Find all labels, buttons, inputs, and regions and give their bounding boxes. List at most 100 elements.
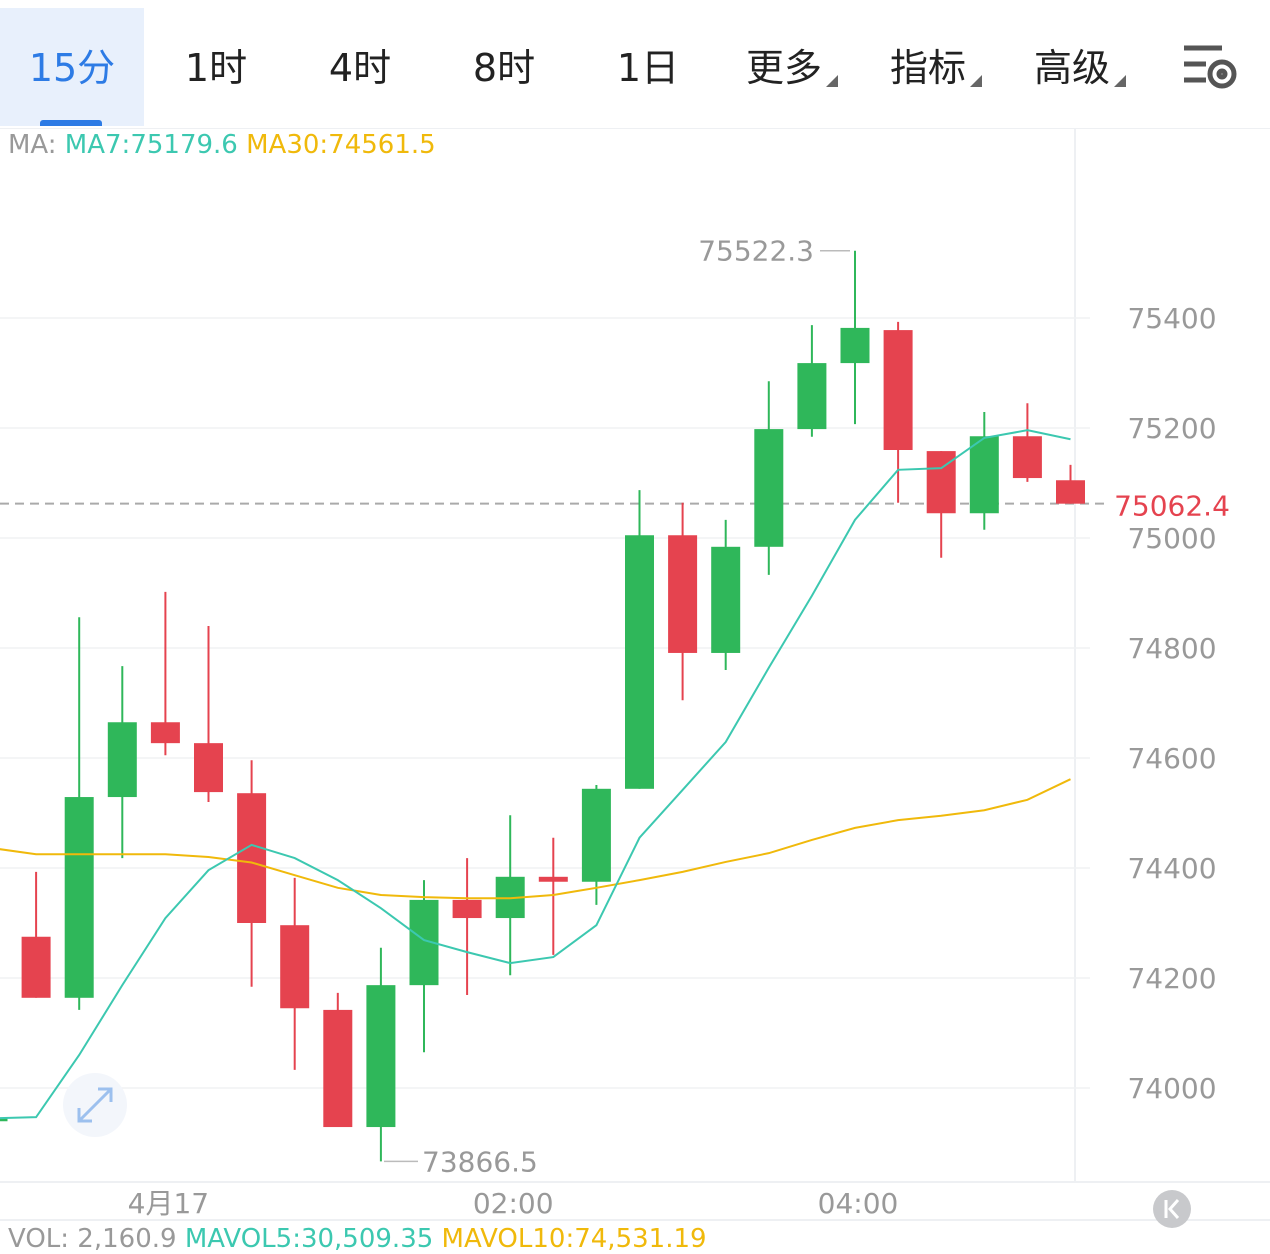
tab-label: 8时: [472, 46, 536, 90]
dropdown-triangle-icon: [970, 75, 982, 87]
tab-4[interactable]: 1日: [576, 8, 720, 126]
candle: [21, 871, 51, 998]
tab-2[interactable]: 4时: [288, 8, 432, 126]
candle-body: [323, 1009, 353, 1128]
candle: [711, 519, 741, 670]
candle: [581, 784, 611, 905]
current-price-bg: [1112, 485, 1232, 520]
y-tick-label: 74600: [1127, 742, 1216, 775]
candle: [1012, 403, 1042, 482]
candle-body: [969, 436, 999, 514]
tab-label: 更多: [745, 46, 822, 90]
mavol10-value: MAVOL10:74,531.19: [441, 1224, 707, 1254]
ma30-line: [0, 778, 1071, 900]
candle-body: [797, 363, 827, 430]
current-price-label: 75062.4: [1114, 490, 1230, 523]
candle-body: [0, 1118, 8, 1122]
candle-body: [668, 535, 698, 653]
candle: [150, 591, 180, 756]
candle: [280, 877, 310, 1070]
candle: [366, 947, 396, 1162]
candle-body: [581, 788, 611, 882]
x-tick-label: 04:00: [818, 1187, 899, 1220]
candle-body: [452, 899, 482, 919]
tab-3[interactable]: 8时: [432, 8, 576, 126]
active-tab-underline: [40, 120, 102, 126]
candle: [452, 858, 482, 996]
candle-body: [194, 743, 223, 793]
candle: [0, 1118, 8, 1122]
expand-icon: [77, 1087, 113, 1123]
low-label: 73866.5: [422, 1145, 538, 1178]
candle-body: [150, 722, 180, 744]
y-tick-label: 75200: [1127, 412, 1216, 445]
vol-value: VOL: 2,160.9: [8, 1224, 177, 1254]
candle: [495, 815, 525, 976]
candle-body: [280, 925, 310, 1009]
tab-7[interactable]: 高级: [1008, 8, 1152, 126]
candle: [1056, 464, 1085, 504]
candle-body: [1056, 480, 1085, 504]
x-tick-label: 02:00: [473, 1187, 554, 1220]
candle: [883, 321, 913, 503]
y-tick-label: 74400: [1127, 852, 1216, 885]
candle-body: [366, 985, 396, 1128]
candle: [194, 626, 223, 802]
candle-body: [538, 876, 568, 882]
y-tick-label: 75000: [1127, 522, 1216, 555]
candle: [625, 490, 654, 789]
x-tick-label: 4月17: [128, 1187, 209, 1220]
timeframe-tabs: 15分 1时 4时 8时 1日 更多 指标 高级: [0, 0, 1270, 129]
y-tick-label: 74200: [1127, 962, 1216, 995]
candle: [797, 325, 827, 437]
candle-body: [840, 327, 870, 364]
candle-body: [754, 429, 784, 547]
candle: [323, 992, 353, 1128]
candle: [409, 880, 439, 1053]
y-tick-label: 74000: [1127, 1072, 1216, 1105]
ma-legend: MA: MA7:75179.6 MA30:74561.5: [8, 130, 436, 160]
mavol5-value: MAVOL5:30,509.35: [184, 1224, 434, 1254]
ma30-value: MA30:74561.5: [246, 130, 436, 160]
tab-label: 15分: [28, 46, 116, 90]
ma7-line: [0, 429, 1071, 1120]
high-label: 75522.3: [698, 235, 814, 268]
tab-0[interactable]: 15分: [0, 8, 144, 126]
scroll-to-latest-button[interactable]: [1153, 1190, 1191, 1228]
tab-label: 4时: [328, 46, 392, 90]
tab-label: 1时: [184, 46, 248, 90]
candle: [840, 250, 870, 425]
scroll-to-latest-icon: [1164, 1199, 1180, 1219]
candle-body: [1012, 436, 1042, 479]
candle: [668, 502, 698, 701]
candle-body: [21, 936, 51, 998]
y-tick-label: 74800: [1127, 632, 1216, 665]
settings-sliders-icon[interactable]: [1180, 40, 1240, 96]
tab-label: 高级: [1033, 46, 1110, 90]
tab-label: 1日: [616, 46, 680, 90]
y-tick-label: 75400: [1127, 302, 1216, 335]
candle: [237, 760, 267, 987]
candle: [107, 666, 137, 859]
candle-body: [237, 793, 267, 923]
candle: [969, 412, 999, 530]
candle: [64, 617, 94, 1010]
candle-body: [64, 797, 94, 998]
tab-5[interactable]: 更多: [720, 8, 864, 126]
tab-6[interactable]: 指标: [864, 8, 1008, 126]
candle: [754, 381, 784, 575]
dropdown-triangle-icon: [826, 75, 838, 87]
dropdown-triangle-icon: [1114, 75, 1126, 87]
candle: [538, 837, 568, 955]
candle-body: [107, 722, 137, 798]
ma-prefix: MA:: [8, 130, 57, 160]
candle-body: [883, 330, 913, 450]
candle-body: [711, 546, 741, 653]
tab-label: 指标: [889, 46, 966, 90]
candle-body: [625, 535, 654, 789]
tab-1[interactable]: 1时: [144, 8, 288, 126]
vol-legend: VOL: 2,160.9 MAVOL5:30,509.35 MAVOL10:74…: [8, 1224, 707, 1254]
expand-button[interactable]: [63, 1073, 127, 1137]
ma7-value: MA7:75179.6: [64, 130, 238, 160]
